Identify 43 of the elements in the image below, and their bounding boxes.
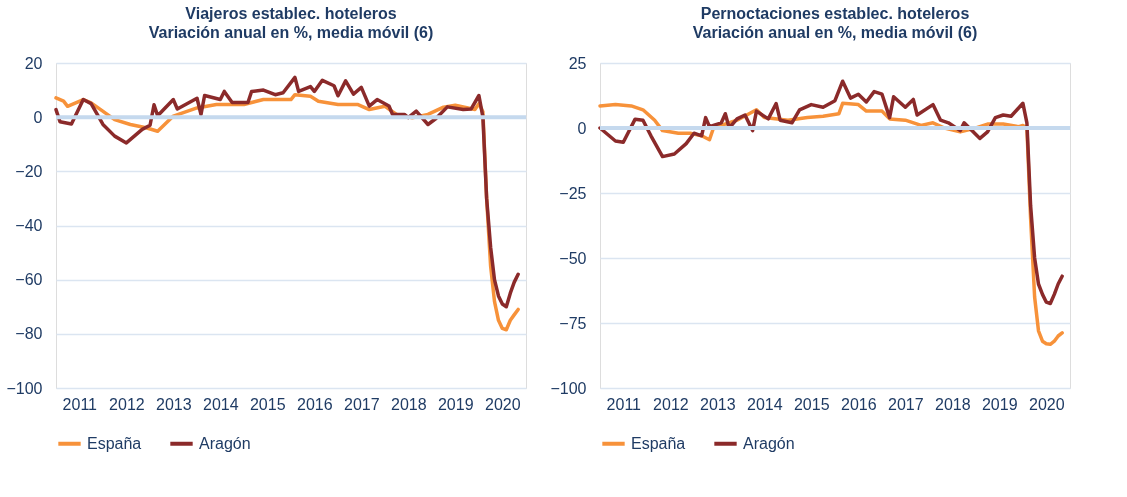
legend-label: España xyxy=(631,434,686,452)
y-tick-label: −60 xyxy=(15,271,43,289)
x-tick-label: 2017 xyxy=(344,395,380,413)
x-tick-label: 2011 xyxy=(62,395,98,413)
x-tick-label: 2013 xyxy=(700,395,736,413)
chart-title: Pernoctaciones establec. hoteleros xyxy=(700,5,970,22)
y-tick-label: 0 xyxy=(33,108,43,126)
y-tick-label: −100 xyxy=(6,379,43,397)
chart-subtitle: Variación anual en %, media móvil (6) xyxy=(148,24,434,41)
y-tick-label: −20 xyxy=(15,162,43,180)
y-tick-label: −75 xyxy=(559,314,587,332)
x-tick-label: 2020 xyxy=(1029,395,1065,413)
y-tick-label: −100 xyxy=(550,379,587,397)
x-tick-label: 2011 xyxy=(606,395,642,413)
x-tick-label: 2013 xyxy=(156,395,192,413)
chart-title: Viajeros establec. hoteleros xyxy=(185,5,397,22)
y-tick-label: −40 xyxy=(15,217,43,234)
x-tick-label: 2020 xyxy=(485,395,521,413)
x-tick-label: 2012 xyxy=(653,395,689,413)
x-tick-label: 2016 xyxy=(297,395,333,413)
x-tick-label: 2015 xyxy=(249,395,286,413)
x-tick-label: 2018 xyxy=(390,395,427,413)
legend-label: Aragón xyxy=(199,434,251,452)
x-tick-label: 2014 xyxy=(747,395,783,413)
y-tick-label: −50 xyxy=(559,249,587,267)
x-tick-label: 2019 xyxy=(981,395,1018,413)
y-tick-label: 0 xyxy=(577,119,587,137)
x-tick-label: 2016 xyxy=(841,395,877,413)
y-tick-label: −25 xyxy=(559,184,587,202)
y-tick-label: 25 xyxy=(568,54,587,72)
x-tick-label: 2014 xyxy=(203,395,239,413)
line-series xyxy=(54,75,520,309)
x-tick-label: 2018 xyxy=(934,395,971,413)
line-series xyxy=(598,79,1064,306)
x-tick-label: 2015 xyxy=(793,395,830,413)
chart-subtitle: Variación anual en %, media móvil (6) xyxy=(692,24,978,41)
y-tick-label: 20 xyxy=(24,54,43,72)
legend-label: Aragón xyxy=(743,434,795,452)
y-tick-label: −80 xyxy=(15,325,43,343)
x-tick-label: 2019 xyxy=(437,395,474,413)
x-tick-label: 2012 xyxy=(109,395,145,413)
x-tick-label: 2017 xyxy=(888,395,924,413)
legend-label: España xyxy=(87,434,142,452)
